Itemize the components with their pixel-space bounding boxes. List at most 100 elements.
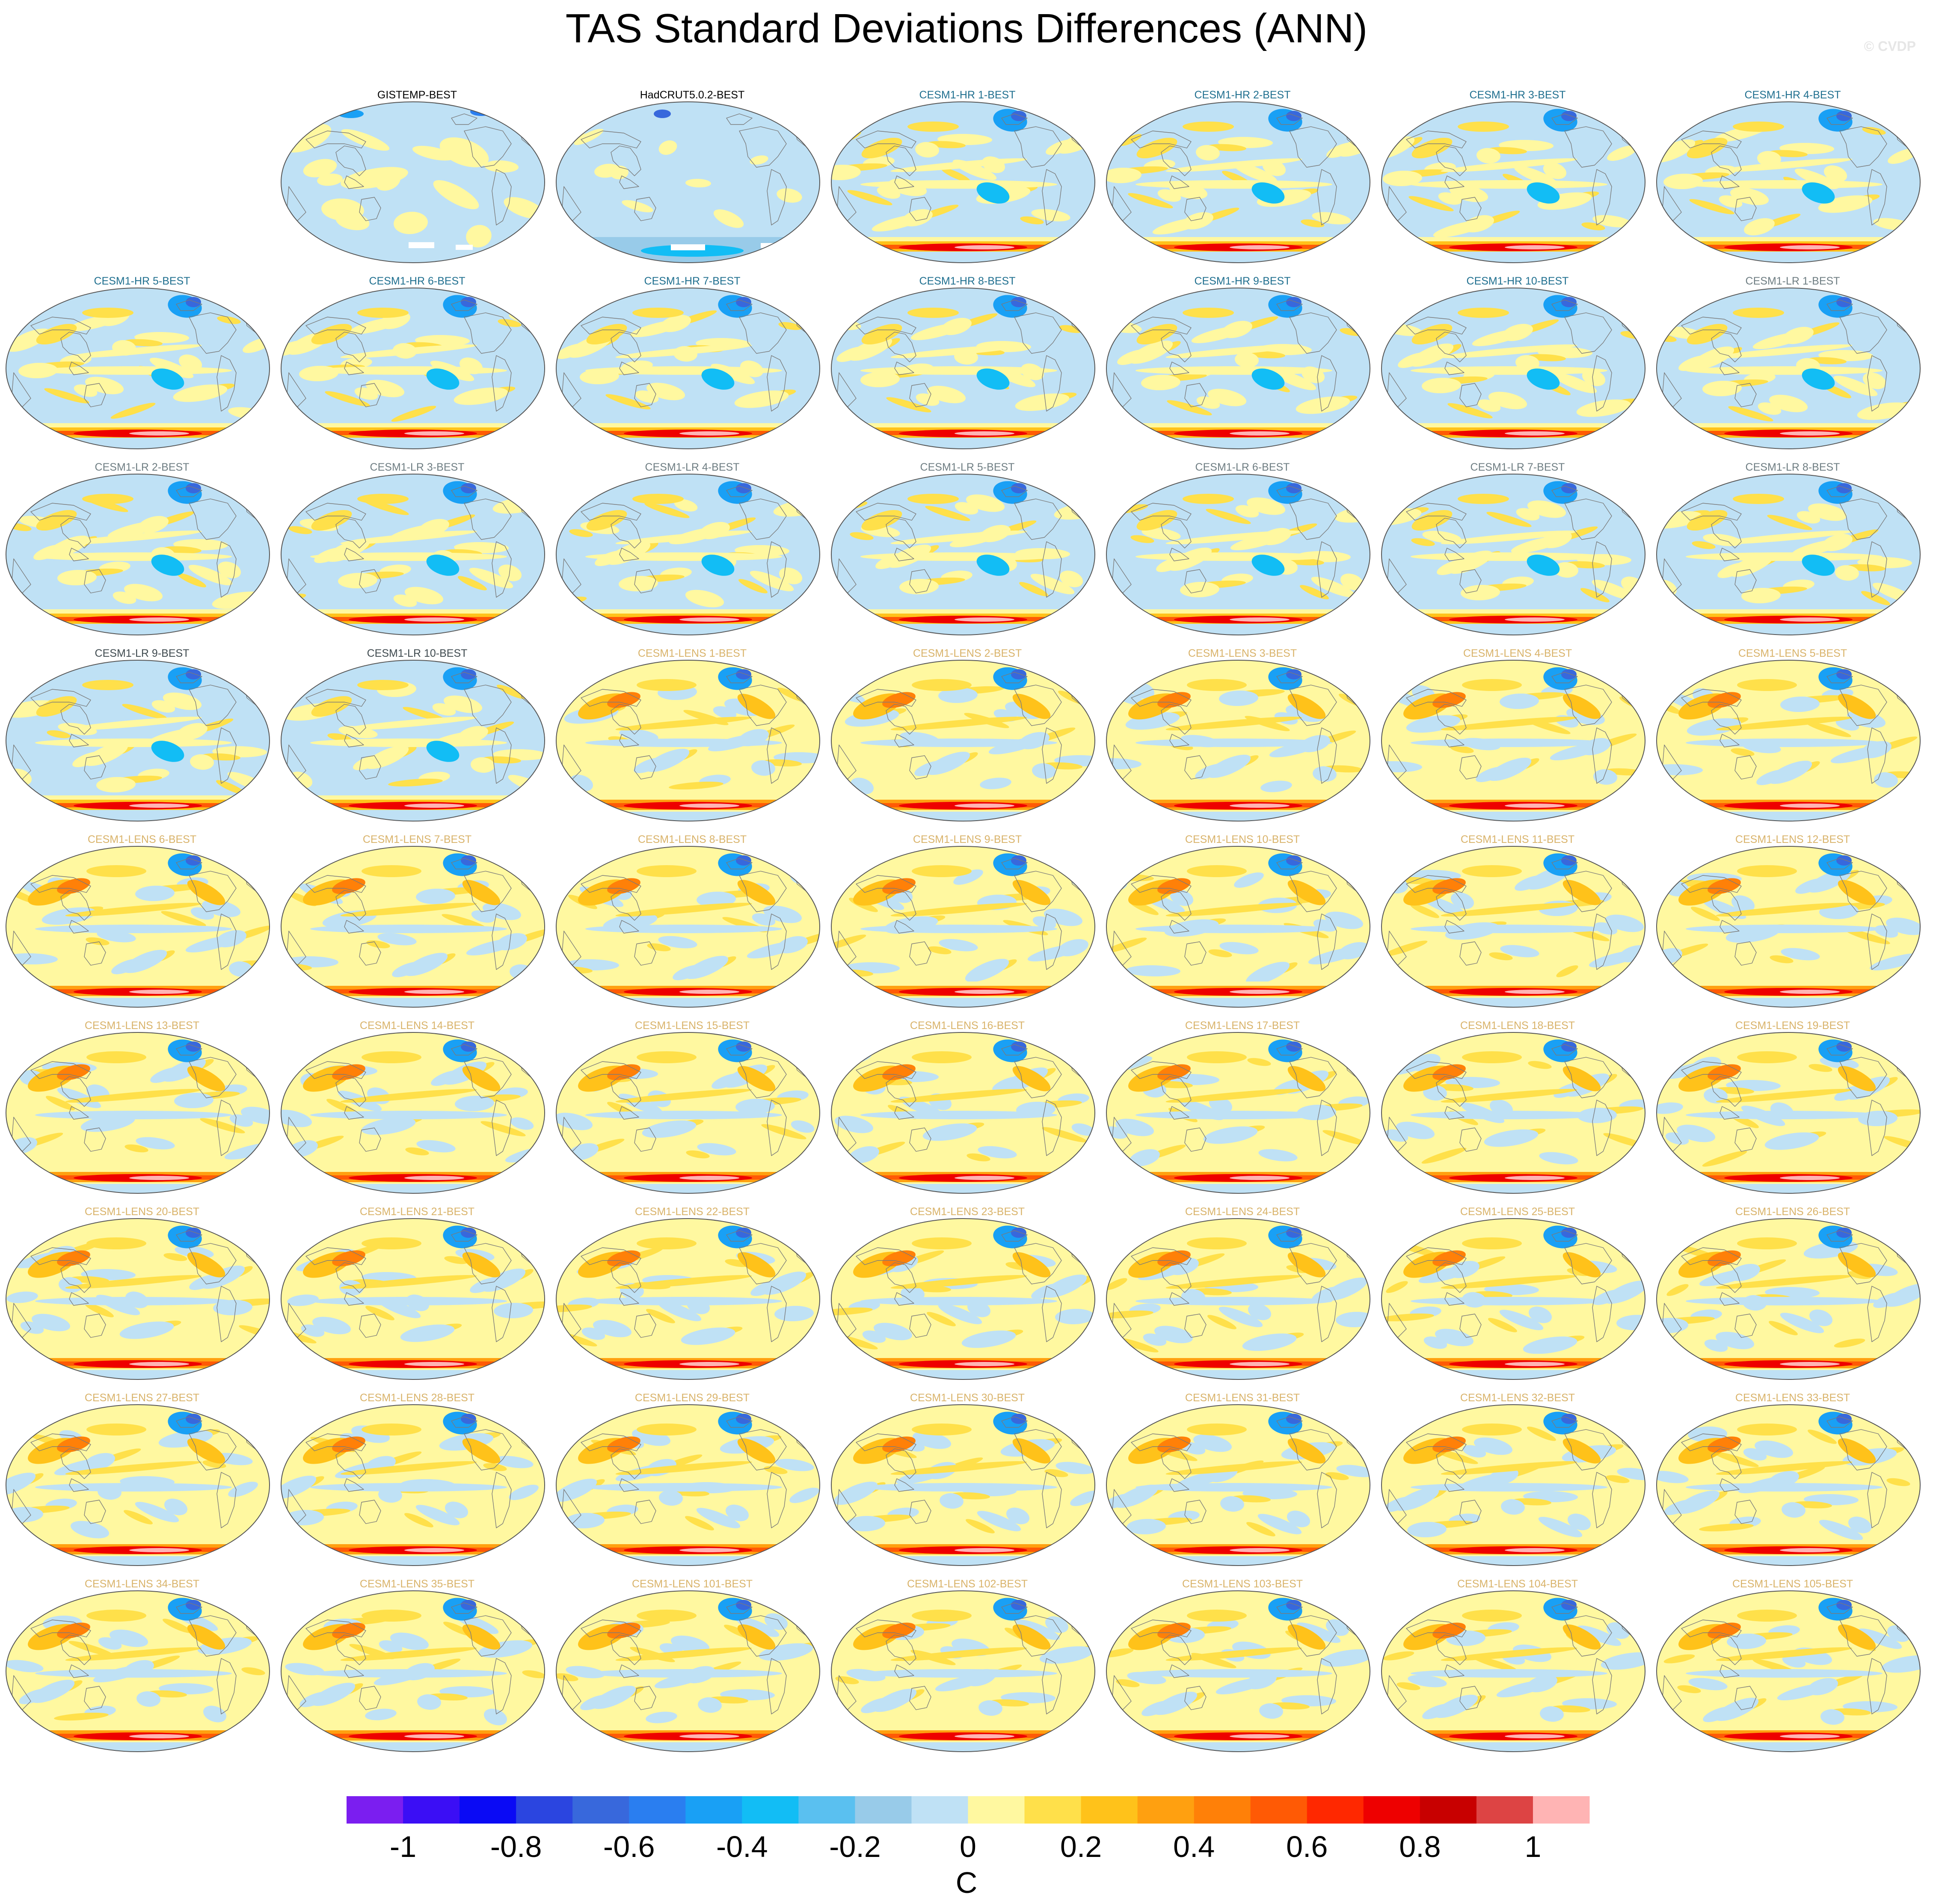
map-panel: CESM1-HR 2-BEST bbox=[1106, 89, 1379, 276]
map-image bbox=[1656, 1404, 1921, 1566]
map-panel: CESM1-LENS 30-BEST bbox=[830, 1392, 1104, 1579]
map-image bbox=[1656, 1032, 1921, 1194]
map-panel: CESM1-HR 8-BEST bbox=[830, 275, 1104, 463]
map-panel: CESM1-LENS 33-BEST bbox=[1656, 1392, 1930, 1579]
map-image bbox=[6, 1218, 270, 1380]
map-image bbox=[1656, 1218, 1921, 1380]
panel-title: CESM1-HR 6-BEST bbox=[369, 275, 465, 287]
map-image bbox=[556, 1404, 820, 1566]
panel-title: CESM1-LENS 8-BEST bbox=[637, 833, 747, 845]
panel-title: CESM1-LENS 103-BEST bbox=[1182, 1578, 1303, 1590]
panel-title: CESM1-LENS 7-BEST bbox=[362, 833, 472, 845]
map-panel: CESM1-LENS 28-BEST bbox=[280, 1392, 554, 1579]
map-panel: CESM1-LENS 17-BEST bbox=[1106, 1020, 1379, 1207]
colorbar-tick-label: -0.8 bbox=[490, 1830, 542, 1863]
map-image bbox=[1656, 101, 1921, 263]
map-image bbox=[831, 101, 1095, 263]
map-panel: CESM1-LENS 11-BEST bbox=[1381, 833, 1654, 1021]
map-image bbox=[1656, 1590, 1921, 1752]
panel-title: CESM1-LENS 26-BEST bbox=[1735, 1206, 1850, 1218]
map-panel: CESM1-LENS 5-BEST bbox=[1656, 647, 1930, 835]
map-image bbox=[6, 846, 270, 1008]
map-panel: CESM1-LENS 18-BEST bbox=[1381, 1020, 1654, 1207]
panel-title: CESM1-LENS 30-BEST bbox=[910, 1392, 1025, 1404]
map-panel: CESM1-LENS 10-BEST bbox=[1106, 833, 1379, 1021]
map-panel: CESM1-LENS 31-BEST bbox=[1106, 1392, 1379, 1579]
colorbar-tick-label: -0.2 bbox=[829, 1830, 881, 1863]
panel-title: CESM1-LR 2-BEST bbox=[95, 461, 190, 473]
panel-title: CESM1-LENS 33-BEST bbox=[1735, 1392, 1850, 1404]
panel-title: CESM1-LENS 18-BEST bbox=[1460, 1020, 1575, 1032]
panel-title: CESM1-LENS 24-BEST bbox=[1185, 1206, 1300, 1218]
map-panel: CESM1-LENS 105-BEST bbox=[1656, 1578, 1930, 1765]
map-panel: CESM1-LENS 26-BEST bbox=[1656, 1206, 1930, 1393]
colorbar-swatch bbox=[1194, 1796, 1251, 1824]
panel-title: CESM1-LENS 6-BEST bbox=[87, 833, 197, 845]
map-panel: CESM1-LR 4-BEST bbox=[555, 461, 829, 649]
map-panel: CESM1-LENS 35-BEST bbox=[280, 1578, 554, 1765]
panel-title: CESM1-LENS 28-BEST bbox=[359, 1392, 475, 1404]
map-panel: CESM1-LR 6-BEST bbox=[1106, 461, 1379, 649]
colorbar-swatch bbox=[1307, 1796, 1364, 1824]
colorbar-swatch bbox=[403, 1796, 460, 1824]
map-panel: HadCRUT5.0.2-BEST bbox=[555, 89, 829, 276]
map-panel: CESM1-LR 5-BEST bbox=[830, 461, 1104, 649]
map-panel: CESM1-LENS 15-BEST bbox=[555, 1020, 829, 1207]
map-panel: CESM1-LR 3-BEST bbox=[280, 461, 554, 649]
map-panel: CESM1-LENS 4-BEST bbox=[1381, 647, 1654, 835]
map-image bbox=[556, 474, 820, 635]
colorbar-tick-label: -0.6 bbox=[603, 1830, 655, 1863]
map-image bbox=[556, 660, 820, 822]
colorbar-swatch bbox=[855, 1796, 912, 1824]
figure-title: TAS Standard Deviations Differences (ANN… bbox=[565, 6, 1368, 51]
panel-title: CESM1-LENS 3-BEST bbox=[1188, 647, 1297, 659]
panel-title: CESM1-LENS 1-BEST bbox=[637, 647, 747, 659]
map-image bbox=[556, 1218, 820, 1380]
map-image bbox=[1106, 660, 1370, 822]
map-image bbox=[1106, 1590, 1370, 1752]
panel-title: CESM1-LENS 19-BEST bbox=[1735, 1020, 1850, 1032]
panel-title: CESM1-LENS 22-BEST bbox=[634, 1206, 750, 1218]
panel-title: CESM1-LR 1-BEST bbox=[1745, 275, 1840, 287]
panel-title: CESM1-LENS 4-BEST bbox=[1463, 647, 1572, 659]
panel-title: CESM1-LENS 9-BEST bbox=[913, 833, 1022, 845]
map-panel: CESM1-HR 5-BEST bbox=[5, 275, 279, 463]
map-image bbox=[281, 846, 545, 1008]
panel-title: CESM1-LENS 27-BEST bbox=[84, 1392, 200, 1404]
map-panel: CESM1-LENS 19-BEST bbox=[1656, 1020, 1930, 1207]
map-panel: CESM1-LENS 3-BEST bbox=[1106, 647, 1379, 835]
colorbar-tick-label: 0 bbox=[960, 1830, 976, 1863]
panel-title: CESM1-LENS 104-BEST bbox=[1457, 1578, 1578, 1590]
panel-title: CESM1-LR 6-BEST bbox=[1195, 461, 1290, 473]
map-image bbox=[281, 1590, 545, 1752]
map-image bbox=[1656, 660, 1921, 822]
panel-title: CESM1-LENS 2-BEST bbox=[913, 647, 1022, 659]
colorbar-swatch bbox=[460, 1796, 516, 1824]
panel-title: CESM1-LENS 20-BEST bbox=[84, 1206, 200, 1218]
map-image bbox=[1656, 846, 1921, 1008]
map-image bbox=[1381, 660, 1645, 822]
map-panel: CESM1-LR 7-BEST bbox=[1381, 461, 1654, 649]
panel-title: CESM1-LR 10-BEST bbox=[367, 647, 468, 659]
panel-title: CESM1-LR 9-BEST bbox=[95, 647, 190, 659]
map-image bbox=[1381, 288, 1645, 449]
colorbar-tick-label: 0.6 bbox=[1286, 1830, 1328, 1863]
panel-title: CESM1-LENS 11-BEST bbox=[1460, 833, 1575, 845]
map-panel: CESM1-LENS 7-BEST bbox=[280, 833, 554, 1021]
panel-title: CESM1-LENS 25-BEST bbox=[1460, 1206, 1575, 1218]
map-image bbox=[6, 1404, 270, 1566]
panel-title: HadCRUT5.0.2-BEST bbox=[640, 89, 745, 101]
panel-title: CESM1-LENS 17-BEST bbox=[1185, 1020, 1300, 1032]
map-image bbox=[1106, 1218, 1370, 1380]
map-image bbox=[556, 1032, 820, 1194]
map-panel: CESM1-LENS 103-BEST bbox=[1106, 1578, 1379, 1765]
map-panel: CESM1-LENS 8-BEST bbox=[555, 833, 829, 1021]
panel-title: CESM1-HR 1-BEST bbox=[919, 89, 1016, 101]
map-panel: CESM1-LENS 13-BEST bbox=[5, 1020, 279, 1207]
map-image bbox=[1381, 474, 1645, 635]
panel-title: CESM1-LENS 35-BEST bbox=[359, 1578, 475, 1590]
panel-title: CESM1-HR 2-BEST bbox=[1194, 89, 1291, 101]
map-image bbox=[831, 846, 1095, 1008]
panel-title: CESM1-LENS 34-BEST bbox=[84, 1578, 200, 1590]
panel-title: CESM1-LENS 21-BEST bbox=[359, 1206, 475, 1218]
